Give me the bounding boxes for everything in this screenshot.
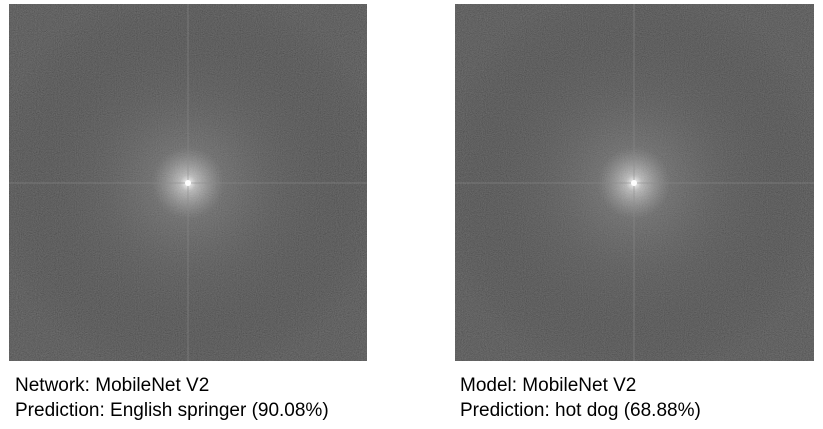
right-caption: Model: MobileNet V2 Prediction: hot dog … <box>460 373 814 423</box>
prediction-label: Prediction: hot dog (68.88%) <box>460 400 701 421</box>
left-panel: Network: MobileNet V2 Prediction: Englis… <box>9 4 367 423</box>
fourier-spectrum-image-left <box>9 4 367 361</box>
prediction-label: Prediction: English springer (90.08%) <box>15 400 329 421</box>
right-panel: Model: MobileNet V2 Prediction: hot dog … <box>455 4 814 423</box>
fourier-spectrum-image-right <box>455 4 814 361</box>
left-caption: Network: MobileNet V2 Prediction: Englis… <box>15 373 367 423</box>
network-label: Network: MobileNet V2 <box>15 375 210 396</box>
network-label: Model: MobileNet V2 <box>460 375 637 396</box>
